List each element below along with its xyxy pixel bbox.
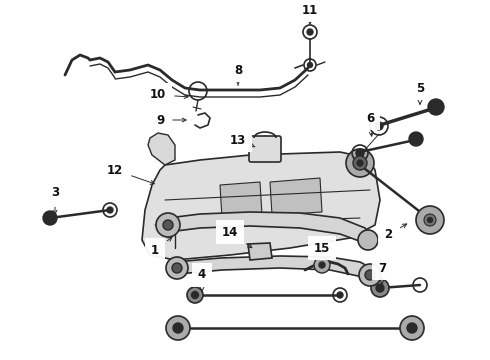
Polygon shape	[248, 243, 272, 260]
Circle shape	[353, 156, 367, 170]
Polygon shape	[168, 212, 372, 248]
Circle shape	[407, 323, 417, 333]
Text: 6: 6	[366, 112, 374, 136]
Text: 7: 7	[378, 261, 386, 284]
Circle shape	[371, 279, 389, 297]
Text: 9: 9	[156, 113, 186, 126]
Text: 15: 15	[314, 242, 330, 255]
Circle shape	[187, 287, 203, 303]
Circle shape	[356, 149, 364, 157]
Text: 3: 3	[51, 185, 59, 214]
Text: 10: 10	[150, 89, 188, 102]
Circle shape	[337, 292, 343, 298]
Polygon shape	[270, 178, 322, 215]
Polygon shape	[148, 133, 175, 165]
Circle shape	[357, 160, 363, 166]
Circle shape	[358, 230, 378, 250]
Circle shape	[308, 63, 313, 68]
Circle shape	[156, 213, 180, 237]
Circle shape	[173, 323, 183, 333]
Polygon shape	[142, 152, 380, 260]
Circle shape	[307, 29, 313, 35]
FancyBboxPatch shape	[249, 136, 281, 162]
Circle shape	[192, 292, 198, 298]
Text: 4: 4	[198, 269, 206, 291]
Circle shape	[375, 122, 383, 130]
Text: 8: 8	[234, 63, 242, 85]
Circle shape	[314, 257, 330, 273]
Polygon shape	[175, 256, 375, 282]
Circle shape	[166, 316, 190, 340]
Circle shape	[359, 264, 381, 286]
Circle shape	[400, 316, 424, 340]
Text: 14: 14	[222, 225, 252, 248]
Circle shape	[166, 257, 188, 279]
Circle shape	[427, 217, 433, 222]
Circle shape	[409, 132, 423, 146]
Circle shape	[163, 220, 173, 230]
Circle shape	[428, 99, 444, 115]
Circle shape	[346, 149, 374, 177]
Circle shape	[319, 262, 325, 268]
Text: 5: 5	[416, 81, 424, 104]
Circle shape	[424, 214, 436, 226]
Text: 11: 11	[302, 4, 318, 24]
Circle shape	[376, 284, 384, 292]
Circle shape	[172, 263, 182, 273]
Text: 13: 13	[230, 134, 255, 147]
Circle shape	[416, 206, 444, 234]
Text: 2: 2	[384, 224, 407, 242]
Polygon shape	[220, 182, 262, 218]
Circle shape	[365, 270, 375, 280]
Text: 1: 1	[151, 237, 172, 256]
Text: 12: 12	[107, 163, 154, 184]
Circle shape	[43, 211, 57, 225]
Circle shape	[107, 207, 113, 213]
